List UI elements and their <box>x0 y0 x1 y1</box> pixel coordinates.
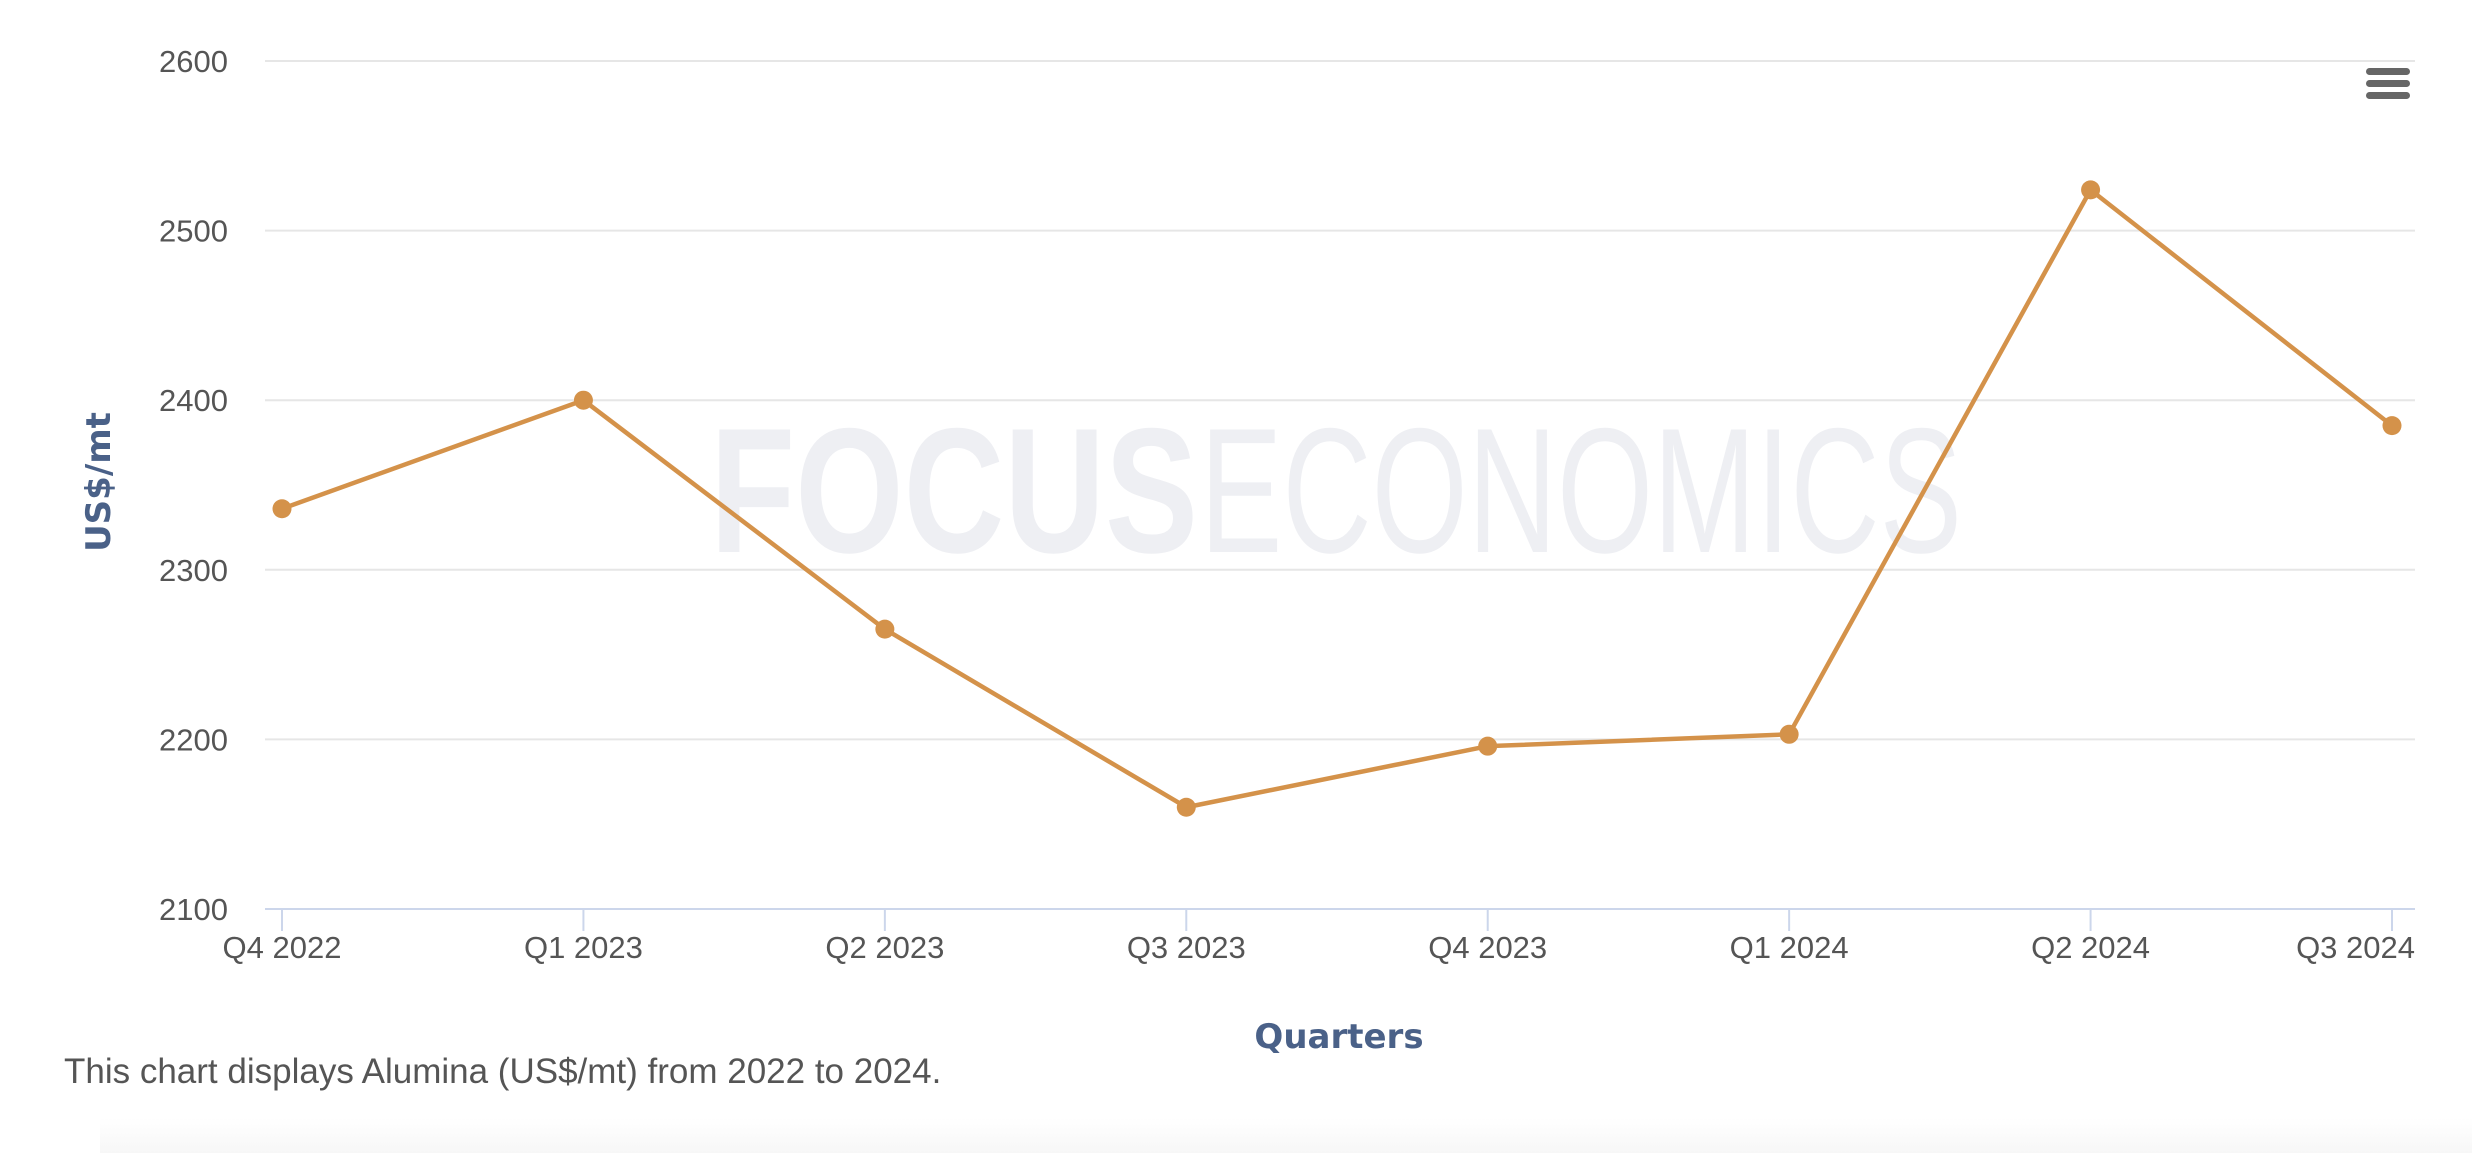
series-alumina <box>272 180 2402 817</box>
x-tick-label: Q3 2024 <box>2296 930 2415 965</box>
data-point[interactable] <box>272 499 292 519</box>
y-tick-label: 2300 <box>159 553 228 588</box>
y-tick-label: 2200 <box>159 722 228 757</box>
x-tick-label: Q2 2023 <box>825 930 944 965</box>
watermark-focus: FOCUS <box>710 391 1198 590</box>
data-point[interactable] <box>573 390 593 410</box>
y-tick-label: 2600 <box>159 44 228 79</box>
menu-icon-bar <box>2366 80 2410 87</box>
y-tick-label: 2100 <box>159 892 228 927</box>
x-tick-label: Q3 2023 <box>1127 930 1246 965</box>
x-tick-label: Q2 2024 <box>2031 930 2150 965</box>
data-point[interactable] <box>1176 797 1196 817</box>
data-point[interactable] <box>1478 736 1498 756</box>
data-point[interactable] <box>1779 724 1799 744</box>
hamburger-menu-icon <box>2366 68 2410 99</box>
x-axis <box>265 908 2415 931</box>
y-tick-label: 2500 <box>159 214 228 249</box>
chart-description: This chart displays Alumina (US$/mt) fro… <box>64 1052 942 1091</box>
data-point[interactable] <box>875 619 895 639</box>
y-gridlines <box>265 60 2415 741</box>
series-line <box>279 187 2395 810</box>
x-tick-label: Q1 2024 <box>1730 930 1849 965</box>
menu-icon-bar <box>2366 68 2410 75</box>
x-tick-label: Q4 2023 <box>1428 930 1547 965</box>
chart-menu-button[interactable] <box>2366 68 2410 108</box>
x-axis-title: Quarters <box>1254 1017 1423 1057</box>
data-point[interactable] <box>2081 180 2101 200</box>
y-axis-title: US$/mt <box>79 412 119 552</box>
focuseconomics-watermark: FOCUS ECONOMICS <box>710 391 1962 590</box>
y-tick-label: 2400 <box>159 383 228 418</box>
menu-icon-bar <box>2366 92 2410 99</box>
footer-shade <box>100 1118 2472 1153</box>
data-point[interactable] <box>2382 416 2402 436</box>
x-tick-label: Q4 2022 <box>223 930 342 965</box>
watermark-economics: ECONOMICS <box>1200 391 1962 590</box>
y-axis-tick-labels: 2100 2200 2300 2400 2500 2600 <box>159 44 228 927</box>
x-tick-label: Q1 2023 <box>524 930 643 965</box>
x-axis-tick-labels: Q4 2022 Q1 2023 Q2 2023 Q3 2023 Q4 2023 Q1 20… <box>223 930 2415 965</box>
